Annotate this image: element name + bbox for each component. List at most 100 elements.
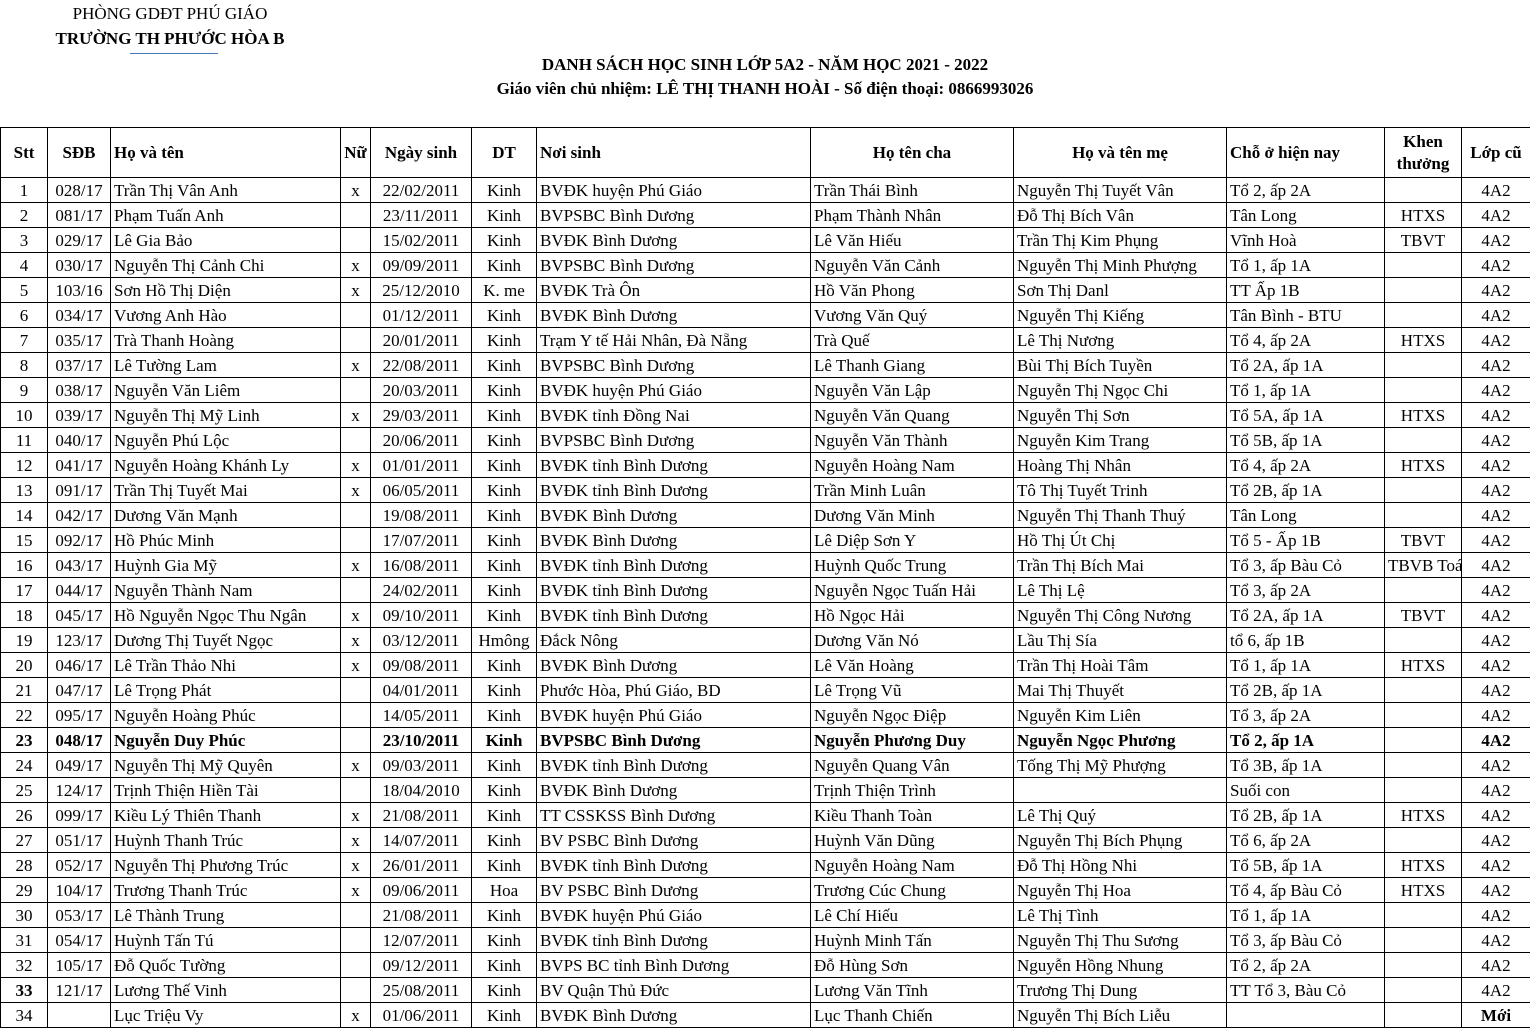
cell: Kinh [471, 752, 537, 778]
cell: 19/08/2011 [370, 502, 472, 528]
cell [1384, 427, 1462, 453]
cell: Tổ 6, ấp 2A [1226, 827, 1385, 853]
column-header: Họ và tên mẹ [1013, 127, 1227, 178]
student-row: 2 081/17 Phạm Tuấn Anh 23/11/2011 Kinh BVPSBC… [0, 202, 1530, 228]
cell: Kinh [471, 177, 537, 203]
cell: Nguyễn Thị Công Nương [1013, 602, 1227, 628]
cell: 4A2 [1461, 202, 1530, 228]
cell [1384, 302, 1462, 328]
student-row: 19 123/17 Dương Thị Tuyết Ngọc x 03/12/2011 H… [0, 627, 1530, 653]
cell: 4A2 [1461, 452, 1530, 478]
cell: 042/17 [47, 502, 111, 528]
student-row: 22 095/17 Nguyễn Hoàng Phúc 14/05/2011 Kinh B… [0, 702, 1530, 728]
cell: 23/10/2011 [370, 727, 472, 753]
cell: Tổ 2A, ấp 1A [1226, 352, 1385, 378]
cell: 040/17 [47, 427, 111, 453]
cell: Nguyễn Thị Bích Phụng [1013, 827, 1227, 853]
cell [340, 952, 371, 978]
cell: 4A2 [1461, 177, 1530, 203]
cell: HTXS [1384, 402, 1462, 428]
cell: TBVB Toá [1384, 552, 1462, 578]
cell: Lê Thị Nương [1013, 327, 1227, 353]
cell [340, 302, 371, 328]
cell: Lê Diệp Sơn Y [810, 527, 1014, 553]
cell: Huỳnh Văn Dũng [810, 827, 1014, 853]
student-row: 25 124/17 Trịnh Thiện Hiền Tài 18/04/2010 Ki… [0, 777, 1530, 803]
cell [340, 227, 371, 253]
cell: Kinh [471, 227, 537, 253]
cell: Tổ 2B, ấp 1A [1226, 677, 1385, 703]
cell: Kinh [471, 827, 537, 853]
cell: 09/12/2011 [370, 952, 472, 978]
cell: Lục Thanh Chiến [810, 1002, 1014, 1028]
student-row: 9 038/17 Nguyễn Văn Liêm 20/03/2011 Kinh BVĐK… [0, 377, 1530, 403]
cell: 25/12/2010 [370, 277, 472, 303]
cell: x [340, 627, 371, 653]
student-row: 31 054/17 Huỳnh Tấn Tú 12/07/2011 Kinh BVĐK t… [0, 927, 1530, 953]
cell: 039/17 [47, 402, 111, 428]
cell: BVPSBC Bình Dương [536, 727, 811, 753]
cell: 4A2 [1461, 302, 1530, 328]
cell [47, 1002, 111, 1028]
cell: BVĐK tỉnh Bình Dương [536, 752, 811, 778]
cell: x [340, 252, 371, 278]
cell: 4A2 [1461, 927, 1530, 953]
cell: 26/01/2011 [370, 852, 472, 878]
cell: 04/01/2011 [370, 677, 472, 703]
cell: 09/06/2011 [370, 877, 472, 903]
student-row: 23 048/17 Nguyễn Duy Phúc 23/10/2011 Kinh BVP… [0, 727, 1530, 753]
cell: x [340, 827, 371, 853]
cell: Kinh [471, 677, 537, 703]
column-header: Stt [0, 127, 48, 178]
cell: 01/12/2011 [370, 302, 472, 328]
cell: Kinh [471, 727, 537, 753]
cell: Kinh [471, 802, 537, 828]
cell: 29 [0, 877, 48, 903]
cell: Kiều Thanh Toàn [810, 802, 1014, 828]
cell: Kinh [471, 777, 537, 803]
cell: Kinh [471, 502, 537, 528]
cell: 4A2 [1461, 827, 1530, 853]
cell: 103/16 [47, 277, 111, 303]
cell: Trần Thị Tuyết Mai [110, 477, 341, 503]
cell: Hoa [471, 877, 537, 903]
student-row: 27 051/17 Huỳnh Thanh Trúc x 14/07/2011 Kinh B… [0, 827, 1530, 853]
cell [340, 902, 371, 928]
column-header: Lớp cũ [1461, 127, 1530, 178]
cell: Bùi Thị Bích Tuyền [1013, 352, 1227, 378]
cell: Đỗ Hùng Sơn [810, 952, 1014, 978]
cell: Kinh [471, 602, 537, 628]
cell: Kinh [471, 327, 537, 353]
cell: 20/06/2011 [370, 427, 472, 453]
cell: 038/17 [47, 377, 111, 403]
cell: Lê Trọng Vũ [810, 677, 1014, 703]
cell: Lê Văn Hiếu [810, 227, 1014, 253]
student-row: 16 043/17 Huỳnh Gia Mỹ x 16/08/2011 Kinh BVĐK … [0, 552, 1530, 578]
cell: 045/17 [47, 602, 111, 628]
cell [340, 927, 371, 953]
cell: Kinh [471, 377, 537, 403]
cell: Nguyễn Thị Hoa [1013, 877, 1227, 903]
cell: Tổ 4, ấp Bàu Cỏ [1226, 877, 1385, 903]
cell: 105/17 [47, 952, 111, 978]
cell [1384, 277, 1462, 303]
cell: BVPS BC tỉnh Bình Dương [536, 952, 811, 978]
cell: BVĐK Bình Dương [536, 227, 811, 253]
cell: BVĐK Bình Dương [536, 502, 811, 528]
cell [340, 702, 371, 728]
cell: BVĐK tỉnh Bình Dương [536, 452, 811, 478]
cell: Lầu Thị Sía [1013, 627, 1227, 653]
column-header: Khen thưởng [1384, 127, 1462, 178]
cell: Nguyễn Thị Thu Sương [1013, 927, 1227, 953]
student-row: 24 049/17 Nguyễn Thị Mỹ Quyên x 09/03/2011 Ki… [0, 752, 1530, 778]
cell: HTXS [1384, 652, 1462, 678]
cell: 7 [0, 327, 48, 353]
cell: Lục Triệu Vy [110, 1002, 341, 1028]
cell: 24 [0, 752, 48, 778]
cell [1384, 477, 1462, 503]
header-row: Stt SĐB Họ và tên Nữ Ngày sinh DT Nơi sinh Họ t… [0, 127, 1530, 178]
cell: 4A2 [1461, 777, 1530, 803]
cell: 9 [0, 377, 48, 403]
student-row: 34 Lục Triệu Vy x 01/06/2011 Kinh BVĐK Bình D… [0, 1002, 1530, 1028]
column-header: Nữ [340, 127, 371, 178]
